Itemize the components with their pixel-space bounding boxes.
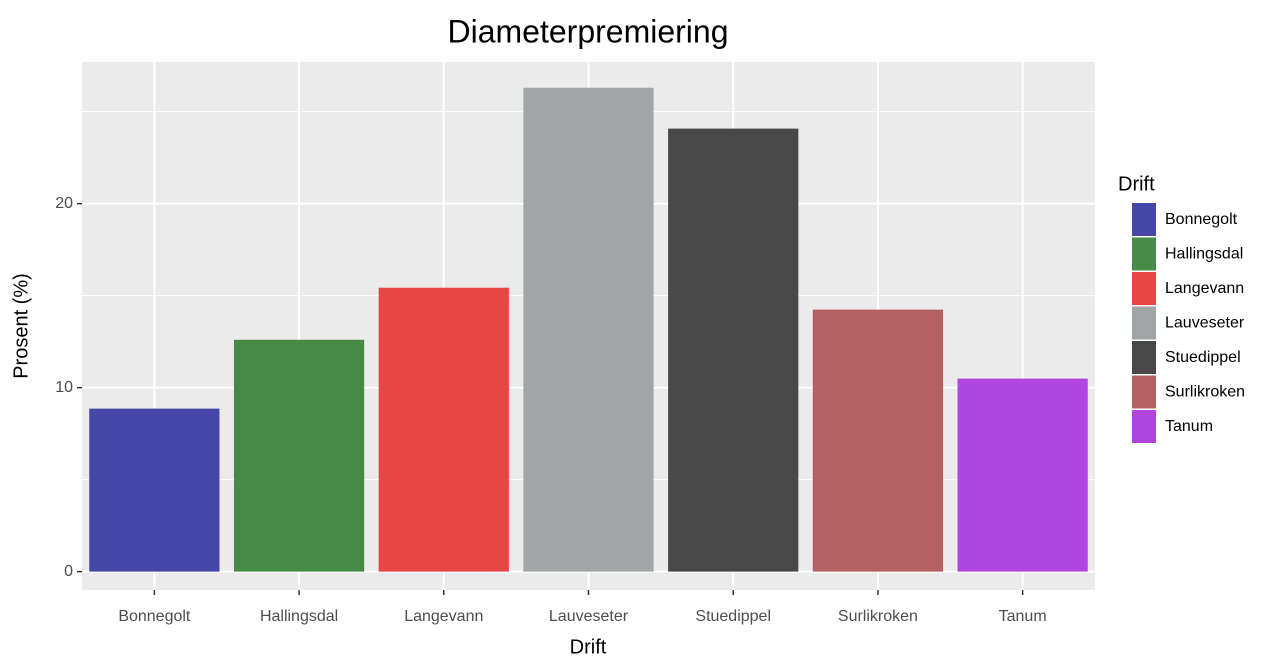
x-tick-label: Stuedippel [695, 608, 771, 625]
legend-label: Hallingsdal [1165, 246, 1243, 263]
bar [523, 87, 654, 572]
x-tick-label: Hallingsdal [260, 608, 338, 625]
legend-key [1132, 375, 1156, 409]
x-tick-label: Tanum [999, 608, 1047, 625]
y-axis-title: Prosent (%) [10, 273, 32, 379]
chart-title: Diameterpremiering [448, 13, 729, 49]
legend-label: Lauveseter [1165, 315, 1245, 332]
legend-key [1132, 237, 1156, 271]
legend-label: Tanum [1165, 418, 1213, 435]
legend-title: Drift [1118, 173, 1155, 195]
x-tick-label: Bonnegolt [118, 608, 191, 625]
legend-key [1132, 203, 1156, 236]
legend-key [1132, 410, 1156, 443]
legend-label: Bonnegolt [1165, 211, 1238, 228]
bar [957, 378, 1088, 572]
bar [378, 287, 509, 572]
y-tick-label: 10 [55, 379, 73, 396]
x-tick-label: Lauveseter [549, 608, 629, 625]
y-tick-label: 20 [55, 195, 73, 212]
bar [812, 309, 944, 572]
legend-label: Langevann [1165, 280, 1244, 297]
marks [89, 87, 1088, 572]
x-axis-title: Drift [570, 636, 607, 658]
bar [89, 408, 220, 572]
legend-key [1132, 341, 1156, 374]
x-tick-label: Surlikroken [838, 608, 918, 625]
bar [668, 128, 799, 572]
y-tick-label: 0 [64, 563, 73, 580]
legend-label: Surlikroken [1165, 384, 1245, 401]
x-tick-label: Langevann [404, 608, 483, 625]
legend-label: Stuedippel [1165, 349, 1241, 366]
bar [233, 339, 365, 572]
legend-key [1132, 306, 1156, 340]
legend-key [1132, 272, 1156, 305]
